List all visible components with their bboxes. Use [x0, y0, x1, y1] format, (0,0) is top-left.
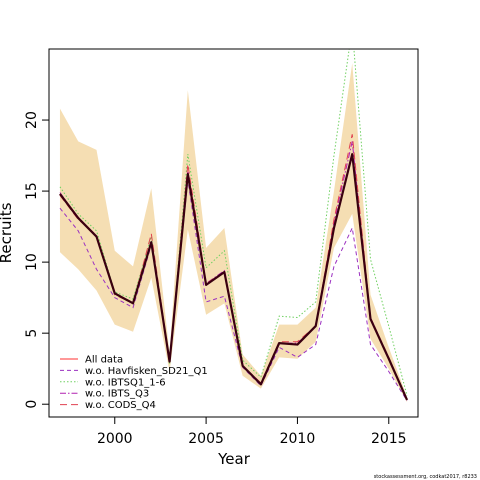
- x-tick-label-2010: 2010: [280, 431, 316, 447]
- confidence-band-area: [59, 63, 408, 403]
- x-axis-title: Year: [217, 450, 251, 468]
- series-line-1: [59, 179, 408, 401]
- y-axis-title: Recruits: [0, 202, 15, 263]
- x-axis: 2000 2005 2010 2015: [97, 417, 407, 447]
- y-tick-label-20: 20: [24, 111, 40, 129]
- plot-frame: [48, 48, 419, 418]
- legend-label-0: All data: [85, 355, 123, 366]
- legend-label-3: w.o. IBTS_Q3: [85, 389, 149, 400]
- y-tick-label-5: 5: [24, 329, 40, 338]
- credit-text: stockassessment.org, codkat2017, r8233: [374, 474, 477, 480]
- y-axis: 0 5 10 15 20: [24, 111, 49, 409]
- main-line: [59, 153, 409, 401]
- x-tick-label-2005: 2005: [188, 431, 224, 447]
- confidence-band: [59, 63, 408, 403]
- legend-label-2: w.o. IBTSQ1_1-6: [85, 377, 166, 388]
- main-estimate-line: [59, 153, 409, 401]
- y-tick-label-0: 0: [24, 400, 40, 409]
- legend-label-1: w.o. Havfisken_SD21_Q1: [85, 366, 208, 377]
- y-tick-label-10: 10: [24, 253, 40, 271]
- x-tick-label-2015: 2015: [371, 431, 407, 447]
- legend-label-4: w.o. CODS_Q4: [85, 400, 156, 411]
- x-tick-label-2000: 2000: [97, 431, 133, 447]
- y-tick-label-15: 15: [24, 182, 40, 200]
